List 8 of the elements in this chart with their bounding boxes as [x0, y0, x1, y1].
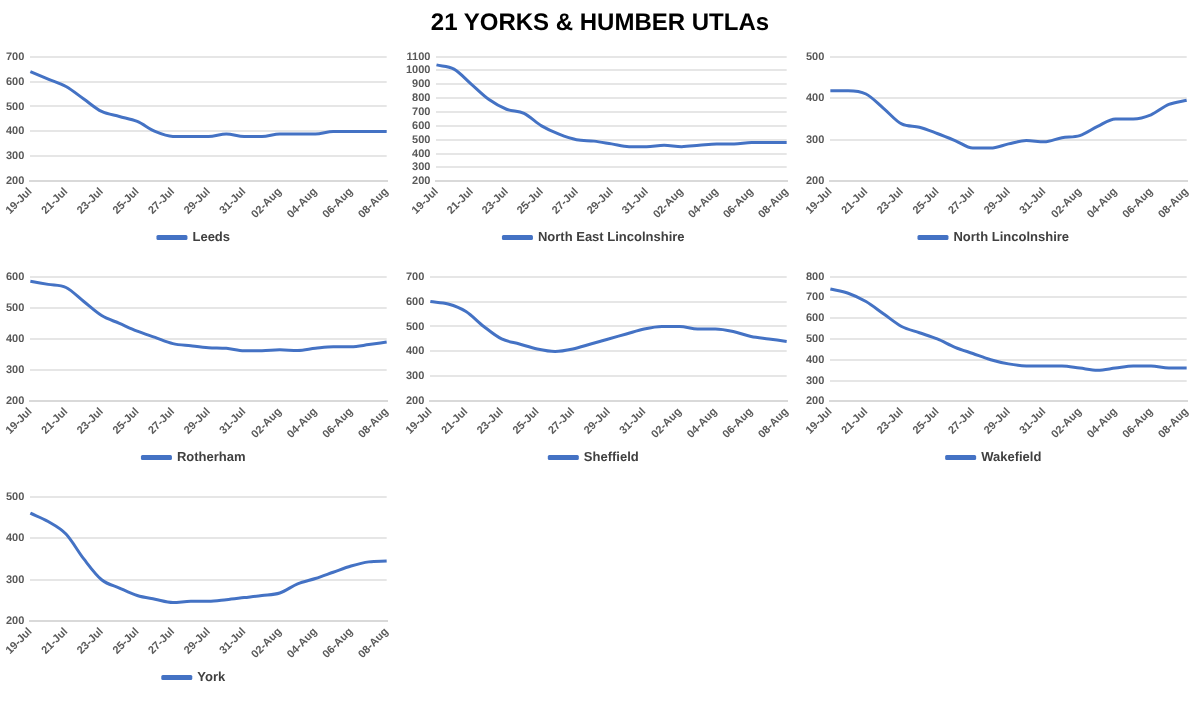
- line-series: [434, 63, 789, 149]
- line-series: [28, 279, 389, 353]
- line-series: [428, 300, 789, 353]
- line-series: [828, 89, 1189, 150]
- line-series: [28, 70, 389, 138]
- line-series: [828, 287, 1189, 372]
- chart-title: 21 YORKS & HUMBER UTLAs: [428, 6, 772, 40]
- line-series: [28, 511, 389, 605]
